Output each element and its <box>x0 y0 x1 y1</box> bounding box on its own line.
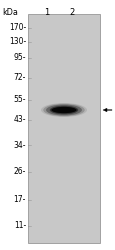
Text: 72-: 72- <box>13 74 26 82</box>
Ellipse shape <box>57 108 70 112</box>
Text: 95-: 95- <box>13 54 26 62</box>
Text: 130-: 130- <box>9 38 26 46</box>
Text: 11-: 11- <box>14 222 26 230</box>
Ellipse shape <box>53 107 74 113</box>
Text: 34-: 34- <box>13 140 26 149</box>
Text: 1: 1 <box>44 8 49 17</box>
Text: 26-: 26- <box>13 168 26 176</box>
Text: 55-: 55- <box>13 96 26 104</box>
Text: kDa: kDa <box>2 8 18 17</box>
FancyArrow shape <box>102 108 111 112</box>
Text: 2: 2 <box>69 8 74 17</box>
Text: 17-: 17- <box>13 196 26 204</box>
Ellipse shape <box>49 106 78 114</box>
Ellipse shape <box>46 104 81 116</box>
Bar <box>28 14 99 243</box>
Text: 43-: 43- <box>13 116 26 124</box>
Ellipse shape <box>43 104 84 116</box>
Ellipse shape <box>41 103 86 117</box>
Text: 170-: 170- <box>9 24 26 32</box>
Ellipse shape <box>51 107 76 113</box>
